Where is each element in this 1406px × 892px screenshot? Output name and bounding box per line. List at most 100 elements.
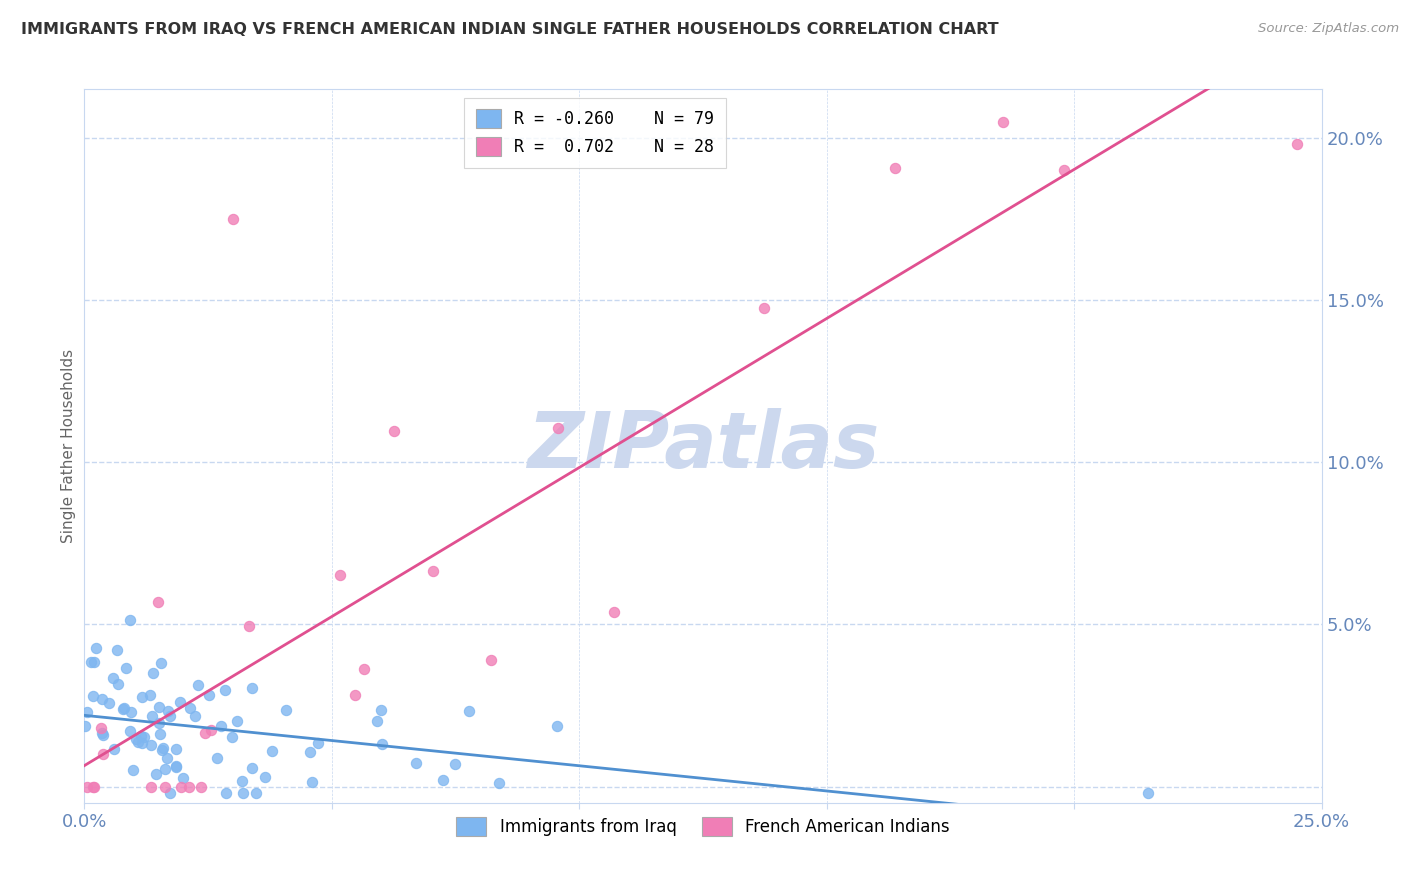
Point (83, 780, 105, 794)
Point (307, 736, 329, 750)
Point (73, 719, 96, 733)
Point (165, 760, 187, 774)
Point (129, 729, 152, 743)
Point (165, 758, 187, 772)
Point (298, 745, 321, 759)
Point (115, 661, 138, 675)
Point (222, 211, 245, 226)
Point (260, 744, 283, 758)
Point (240, 681, 263, 695)
Point (238, 619, 260, 633)
Text: Source: ZipAtlas.com: Source: ZipAtlas.com (1258, 22, 1399, 36)
Point (148, 595, 170, 609)
Point (226, 714, 249, 728)
Point (991, 114, 1014, 128)
Point (488, 776, 510, 790)
Point (371, 737, 394, 751)
Point (122, 763, 145, 777)
Point (148, 716, 170, 731)
Point (603, 605, 626, 619)
Point (232, 786, 254, 800)
Point (105, 642, 128, 657)
Point (179, 701, 201, 715)
Point (546, 719, 568, 733)
Point (101, 671, 124, 685)
Point (274, 703, 297, 717)
Point (132, 731, 155, 745)
Point (153, 780, 176, 794)
Point (458, 704, 481, 718)
Point (76, 780, 98, 794)
Point (165, 741, 187, 756)
Point (91, 747, 114, 761)
Point (152, 740, 174, 755)
Point (170, 780, 193, 794)
Point (883, 161, 905, 175)
Point (1137, 786, 1160, 800)
Point (198, 689, 221, 703)
Point (159, 708, 181, 723)
Point (76, 705, 98, 719)
Point (118, 614, 141, 628)
Point (245, 786, 267, 800)
Text: ZIPatlas: ZIPatlas (527, 408, 879, 484)
Point (90, 725, 112, 739)
Point (148, 700, 170, 714)
Point (479, 653, 502, 667)
Point (112, 702, 135, 716)
Point (142, 666, 165, 681)
Point (131, 690, 153, 705)
Point (422, 564, 444, 578)
Point (80, 655, 103, 669)
Point (145, 767, 167, 781)
Point (254, 771, 277, 785)
Point (82, 690, 104, 704)
Point (153, 762, 176, 776)
Point (187, 678, 209, 692)
Point (1052, 163, 1074, 178)
Point (215, 786, 238, 800)
Point (1285, 137, 1308, 152)
Point (91, 729, 114, 743)
Point (156, 751, 179, 765)
Point (120, 724, 142, 739)
Point (127, 735, 149, 749)
Point (159, 786, 181, 800)
Point (353, 662, 375, 676)
Point (91, 692, 114, 706)
Y-axis label: Single Father Households: Single Father Households (60, 349, 76, 543)
Point (231, 774, 253, 789)
Point (90, 722, 112, 736)
Point (370, 703, 392, 717)
Point (240, 761, 263, 775)
Point (384, 425, 406, 439)
Point (150, 657, 173, 671)
Point (139, 738, 162, 752)
Point (156, 704, 179, 718)
Text: IMMIGRANTS FROM IRAQ VS FRENCH AMERICAN INDIAN SINGLE FATHER HOUSEHOLDS CORRELAT: IMMIGRANTS FROM IRAQ VS FRENCH AMERICAN … (21, 22, 998, 37)
Point (120, 705, 142, 719)
Point (184, 708, 207, 723)
Point (125, 732, 148, 747)
Point (139, 689, 162, 703)
Point (221, 731, 243, 745)
Point (83, 656, 105, 670)
Point (205, 750, 228, 764)
Point (98, 696, 121, 710)
Point (343, 688, 366, 702)
Point (301, 775, 323, 789)
Point (214, 682, 236, 697)
Point (444, 756, 467, 771)
Point (103, 742, 125, 756)
Point (209, 719, 232, 733)
Point (82, 780, 104, 794)
Point (169, 695, 191, 709)
Legend: Immigrants from Iraq, French American Indians: Immigrants from Iraq, French American In… (449, 808, 957, 845)
Point (366, 714, 388, 729)
Point (131, 736, 153, 750)
Point (200, 723, 222, 738)
Point (190, 780, 212, 794)
Point (194, 726, 217, 740)
Point (86, 641, 108, 656)
Point (177, 780, 200, 794)
